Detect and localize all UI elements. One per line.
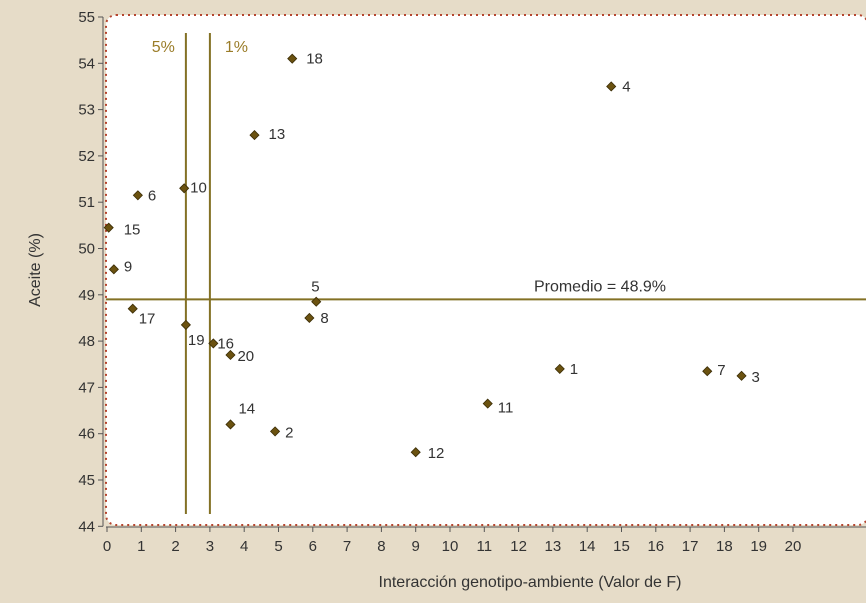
threshold-label: 1% bbox=[225, 39, 248, 56]
x-tick-label: 1 bbox=[137, 538, 145, 555]
x-tick-label: 3 bbox=[206, 538, 214, 555]
y-axis-label: Aceite (%) bbox=[27, 233, 44, 307]
data-point-label: 7 bbox=[717, 362, 725, 379]
x-tick-label: 2 bbox=[171, 538, 179, 555]
x-tick-label: 0 bbox=[103, 538, 111, 555]
y-tick-label: 47 bbox=[78, 379, 95, 396]
x-tick-label: 20 bbox=[785, 538, 802, 555]
data-point-label: 4 bbox=[622, 78, 630, 95]
y-tick-label: 52 bbox=[78, 148, 95, 165]
data-point-label: 19 bbox=[188, 332, 205, 349]
y-tick-label: 45 bbox=[78, 472, 95, 489]
x-tick-label: 10 bbox=[442, 538, 459, 555]
y-tick-label: 50 bbox=[78, 241, 95, 258]
data-point-label: 3 bbox=[752, 369, 760, 386]
y-tick-label: 55 bbox=[78, 9, 95, 26]
y-tick-label: 54 bbox=[78, 55, 95, 72]
x-tick-label: 14 bbox=[579, 538, 596, 555]
plot-area bbox=[106, 15, 866, 525]
data-point-label: 15 bbox=[124, 222, 141, 239]
y-tick-label: 46 bbox=[78, 426, 95, 443]
x-tick-label: 16 bbox=[647, 538, 664, 555]
x-tick-label: 5 bbox=[274, 538, 282, 555]
x-tick-label: 6 bbox=[309, 538, 317, 555]
data-point-label: 8 bbox=[320, 310, 328, 327]
data-point-label: 2 bbox=[285, 424, 293, 441]
data-point-label: 10 bbox=[190, 179, 207, 196]
data-point-label: 12 bbox=[428, 445, 445, 462]
x-tick-label: 15 bbox=[613, 538, 630, 555]
average-line-label: Promedio = 48.9% bbox=[534, 278, 666, 295]
data-point-label: 14 bbox=[238, 400, 255, 417]
data-point-label: 17 bbox=[139, 311, 156, 328]
x-axis-label: Interacción genotipo-ambiente (Valor de … bbox=[379, 574, 682, 591]
x-tick-label: 17 bbox=[682, 538, 699, 555]
x-tick-label: 11 bbox=[477, 538, 493, 555]
data-point-label: 16 bbox=[217, 335, 234, 352]
data-point-label: 1 bbox=[570, 361, 578, 378]
data-point-label: 5 bbox=[311, 279, 319, 296]
y-tick-label: 44 bbox=[78, 518, 95, 535]
threshold-label: 5% bbox=[152, 39, 175, 56]
data-point-label: 18 bbox=[306, 51, 323, 68]
x-tick-label: 19 bbox=[750, 538, 767, 555]
y-tick-label: 49 bbox=[78, 287, 95, 304]
x-tick-label: 7 bbox=[343, 538, 351, 555]
data-point-label: 9 bbox=[124, 258, 132, 275]
x-tick-label: 8 bbox=[377, 538, 385, 555]
data-point-label: 6 bbox=[148, 187, 156, 204]
x-tick-label: 13 bbox=[545, 538, 562, 555]
data-point-label: 13 bbox=[268, 126, 285, 143]
x-tick-label: 4 bbox=[240, 538, 248, 555]
x-tick-label: 12 bbox=[510, 538, 527, 555]
data-point-label: 20 bbox=[237, 348, 254, 365]
x-tick-label: 18 bbox=[716, 538, 733, 555]
x-tick-label: 9 bbox=[412, 538, 420, 555]
y-tick-label: 48 bbox=[78, 333, 95, 350]
y-tick-label: 53 bbox=[78, 102, 95, 119]
data-point-label: 11 bbox=[498, 400, 514, 417]
y-tick-label: 51 bbox=[78, 194, 95, 211]
